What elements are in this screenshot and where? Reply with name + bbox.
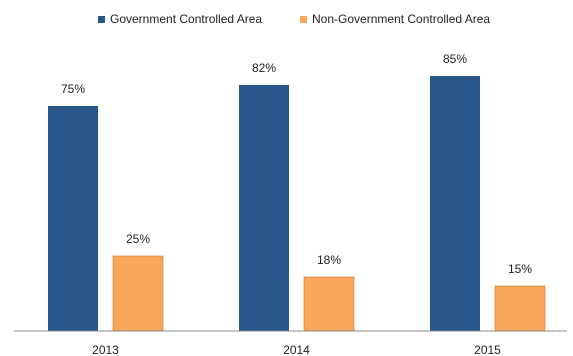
data-label: 15% [508, 262, 532, 276]
legend-label: Non-Government Controlled Area [312, 12, 490, 26]
bar-non-government-2014 [303, 276, 355, 332]
x-tick-label: 2013 [92, 343, 119, 356]
data-label: 25% [126, 232, 150, 246]
bar-non-government-2013 [112, 255, 164, 332]
x-tick-label: 2014 [283, 343, 310, 356]
legend: Government Controlled Area Non-Government… [98, 12, 490, 26]
bar-government-2013 [48, 106, 98, 331]
data-label: 85% [443, 52, 467, 66]
data-label: 75% [61, 82, 85, 96]
bar-government-2014 [239, 85, 289, 331]
bars [48, 76, 546, 332]
legend-swatch [300, 16, 307, 23]
data-label: 82% [252, 61, 276, 75]
legend-swatch [98, 16, 105, 23]
legend-label: Government Controlled Area [110, 12, 262, 26]
x-tick-labels: 2013 2014 2015 [92, 343, 501, 356]
data-label: 18% [317, 253, 341, 267]
bar-non-government-2015 [494, 285, 546, 332]
x-tick-label: 2015 [474, 343, 501, 356]
bar-government-2015 [430, 76, 480, 331]
data-labels: 75% 82% 85% 25% 18% 15% [61, 52, 532, 276]
